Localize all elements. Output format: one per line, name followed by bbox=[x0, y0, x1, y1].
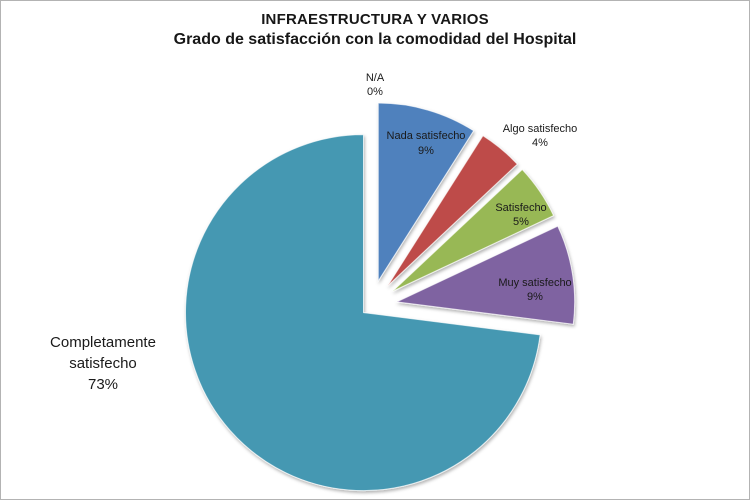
pie-slice-satisfecho bbox=[392, 168, 555, 292]
pie-labels: N/A 0% Nada satisfecho 9% Algo satisfecho 4% S… bbox=[50, 72, 577, 393]
pie-label-muy-satisfecho: Muy satisfecho 9% bbox=[498, 277, 571, 303]
pie-slice-muy-satisfecho bbox=[394, 225, 576, 325]
pie-label-n-a: N/A 0% bbox=[366, 72, 385, 98]
chart-header: INFRAESTRUCTURA Y VARIOS Grado de satisf… bbox=[1, 10, 749, 50]
pie-label-satisfecho: Satisfecho 5% bbox=[495, 202, 546, 228]
pie-slice-completamente-satisfecho bbox=[185, 134, 541, 492]
chart-subtitle: Grado de satisfacción con la comodidad d… bbox=[173, 31, 577, 48]
pie-slice-algo-satisfecho bbox=[387, 134, 519, 287]
pie-label-completamente-satisfecho: Completamente satisfecho 73% bbox=[50, 334, 156, 393]
pie-label-nada-satisfecho: Nada satisfecho 9% bbox=[387, 130, 466, 157]
chart-title: INFRAESTRUCTURA Y VARIOS bbox=[261, 11, 489, 28]
pie-slice-nada-satisfecho bbox=[377, 102, 475, 283]
pie-label-algo-satisfecho: Algo satisfecho 4% bbox=[503, 123, 578, 149]
pie-slices bbox=[185, 102, 576, 492]
